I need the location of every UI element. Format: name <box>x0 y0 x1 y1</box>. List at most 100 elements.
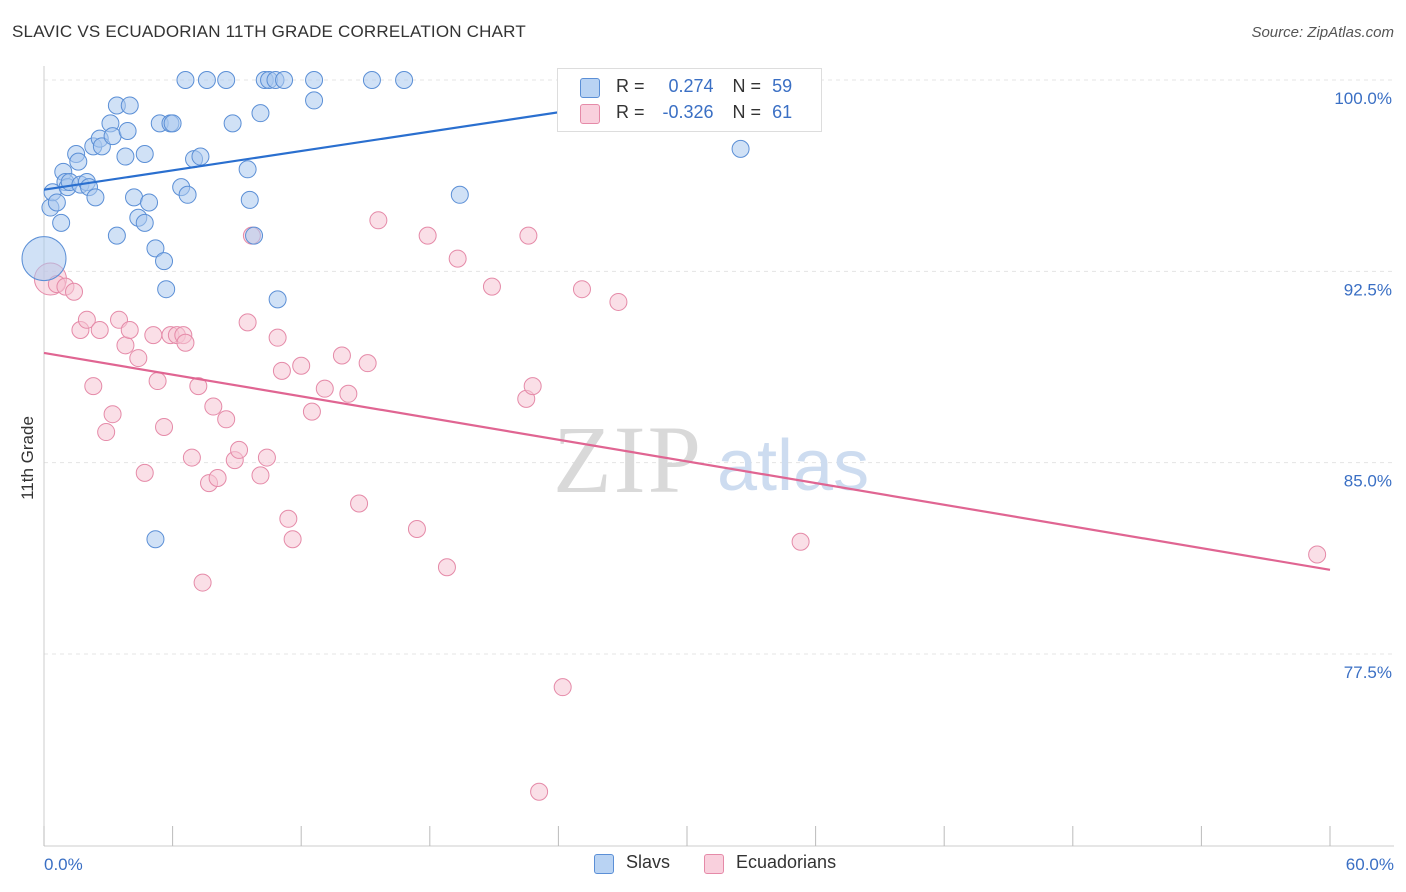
slav-point <box>146 239 165 258</box>
slav-point <box>191 147 210 166</box>
axes <box>43 66 1394 847</box>
ecuadorian-point <box>339 384 358 403</box>
ecuadorian-point <box>523 377 542 396</box>
ecuadorian-point <box>257 448 276 467</box>
slav-point <box>251 104 270 123</box>
slav-point <box>135 213 154 232</box>
ecuadorian-point <box>251 466 270 485</box>
ecuadorian-point <box>302 402 321 421</box>
slav-point <box>223 114 242 133</box>
ecuadorian-point <box>448 249 467 268</box>
slav-point <box>140 193 159 212</box>
slavs-legend-label: Slavs <box>626 852 671 872</box>
ecuadorian-point <box>572 280 591 299</box>
ecuadorian-point <box>1308 545 1327 564</box>
ecuadorian-point <box>519 226 538 245</box>
slav-point <box>118 122 137 141</box>
slav-point <box>120 96 139 115</box>
slav-point <box>197 71 216 89</box>
ecuadorian-point <box>144 326 163 345</box>
ecuadorian-point <box>208 468 227 487</box>
slavs-r-value: 0.274 <box>668 76 714 96</box>
ecuadorian-point <box>238 313 257 332</box>
ecuadorian-point <box>268 328 287 347</box>
ecuadorian-point <box>553 678 572 697</box>
ecuadorians-n-value: 61 <box>772 102 793 122</box>
slav-point <box>238 160 257 179</box>
ecuadorian-point <box>193 573 212 592</box>
ecuadorian-point <box>155 417 174 436</box>
slav-point <box>176 71 195 89</box>
ecuadorian-point <box>77 310 96 329</box>
ecuadorian-point <box>120 321 139 340</box>
ecuadorian-point <box>358 354 377 373</box>
legend-r-label: R = <box>616 76 645 96</box>
ecuadorian-point <box>116 336 135 355</box>
y-tick-label: 85.0% <box>1344 472 1392 491</box>
slav-point <box>52 213 71 232</box>
ecuadorian-point <box>204 397 223 416</box>
ecuadorian-point <box>84 377 103 396</box>
ecuadorians-legend-label: Ecuadorians <box>736 852 837 872</box>
slav-point <box>146 530 165 549</box>
slav-point <box>245 226 264 245</box>
slav-point <box>69 152 88 171</box>
ecuadorian-point <box>369 211 388 230</box>
slav-point <box>275 71 294 89</box>
slav-point <box>240 190 259 209</box>
y-axis-label: 11th Grade <box>18 416 37 500</box>
slav-point <box>21 236 67 282</box>
slav-point <box>217 71 236 89</box>
ecuadorian-point <box>350 494 369 513</box>
ecuadorian-point <box>230 440 249 459</box>
ecuadorian-point <box>530 782 549 801</box>
slavs-legend-swatch <box>594 854 614 874</box>
source-credit: Source: ZipAtlas.com <box>1251 24 1394 41</box>
ecuadorian-point <box>90 321 109 340</box>
slav-point <box>305 71 324 89</box>
legend-r-label: R = <box>616 102 645 122</box>
ecuadorian-point <box>332 346 351 365</box>
ecuadorian-point <box>189 377 208 396</box>
stats-legend: R = 0.274 N = 59 R = -0.326 N = 61 <box>557 68 822 132</box>
slavs-swatch <box>580 78 600 98</box>
slav-point <box>157 280 176 299</box>
slav-point <box>268 290 287 309</box>
slavs-n-value: 59 <box>772 76 793 96</box>
ecuadorians-legend-swatch <box>704 854 724 874</box>
slav-point <box>178 185 197 204</box>
ecuadorian-point <box>103 405 122 424</box>
x-tick-label: 0.0% <box>44 855 83 874</box>
ecuadorian-point <box>129 349 148 368</box>
legend-n-label: N = <box>732 102 762 122</box>
slav-point <box>47 193 66 212</box>
ecuadorian-point <box>418 226 437 245</box>
slav-point <box>450 185 469 204</box>
x-tick-label: 60.0% <box>1346 855 1394 874</box>
ecuadorian-point <box>609 292 628 311</box>
chart-title: SLAVIC VS ECUADORIAN 11TH GRADE CORRELAT… <box>12 22 526 41</box>
y-tick-label: 100.0% <box>1334 89 1392 108</box>
ecuadorian-point <box>97 423 116 442</box>
slav-point <box>362 71 381 89</box>
ecuadorians-swatch <box>580 104 600 124</box>
ecuadorian-point <box>407 519 426 538</box>
ecuadorian-point <box>217 410 236 429</box>
slav-point <box>125 188 144 207</box>
slav-point <box>155 252 174 271</box>
ecuadorian-point <box>482 277 501 296</box>
slav-point <box>103 127 122 146</box>
ecuadorian-point <box>315 379 334 398</box>
ecuadorian-point <box>279 509 298 528</box>
watermark: ZIP atlas <box>553 406 869 513</box>
slav-point <box>731 139 750 158</box>
ecuadorian-point <box>283 530 302 549</box>
slav-point <box>163 114 182 133</box>
ecuadorian-point <box>148 372 167 391</box>
slav-point <box>135 144 154 163</box>
watermark-atlas: atlas <box>717 426 869 506</box>
ecuadorian-point <box>182 448 201 467</box>
tick-labels: 77.5% 85.0% 92.5% 100.0% 0.0% 60.0% <box>44 89 1394 874</box>
slav-point <box>305 91 324 110</box>
